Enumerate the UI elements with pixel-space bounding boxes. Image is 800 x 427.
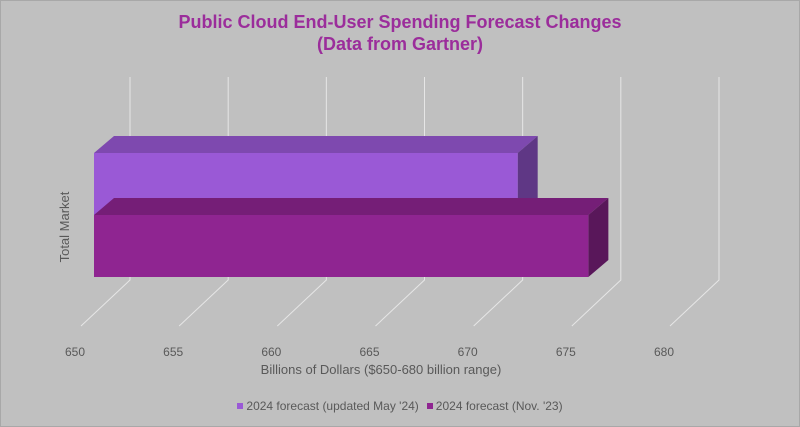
x-tick-label: 665 xyxy=(359,345,379,359)
bar-top-face xyxy=(94,136,538,153)
y-axis-title: Total Market xyxy=(57,191,72,262)
bar-front-face xyxy=(94,215,589,277)
bars xyxy=(94,136,609,277)
legend-swatch xyxy=(237,402,244,409)
bar-top-face xyxy=(94,198,609,215)
chart-title: Public Cloud End-User Spending Forecast … xyxy=(1,11,799,55)
legend-label: 2024 forecast (updated May '24) xyxy=(246,399,419,413)
x-tick-label: 675 xyxy=(556,345,576,359)
x-tick-label: 660 xyxy=(261,345,281,359)
x-tick-label: 670 xyxy=(458,345,478,359)
bar-2 xyxy=(94,198,609,277)
gridline xyxy=(669,77,720,327)
x-tick-label: 650 xyxy=(65,345,85,359)
legend-label: 2024 forecast (Nov. '23) xyxy=(435,399,563,413)
legend: 2024 forecast (updated May '24) 2024 fore… xyxy=(1,399,799,413)
bar-side-face xyxy=(517,136,538,215)
x-axis-title: Billions of Dollars ($650-680 billion ra… xyxy=(261,362,502,377)
legend-item: 2024 forecast (Nov. '23) xyxy=(426,399,563,413)
chart-title-line-1: Public Cloud End-User Spending Forecast … xyxy=(178,12,622,32)
gridline xyxy=(571,77,622,327)
x-tick-labels: 650 655 660 665 670 675 680 xyxy=(65,345,674,359)
x-tick-label: 655 xyxy=(163,345,183,359)
legend-item: 2024 forecast (updated May '24) xyxy=(237,399,419,413)
x-tick-label: 680 xyxy=(654,345,674,359)
bar-side-face xyxy=(588,198,609,277)
chart-title-line-2: (Data from Gartner) xyxy=(316,34,484,54)
legend-swatch xyxy=(426,402,433,409)
